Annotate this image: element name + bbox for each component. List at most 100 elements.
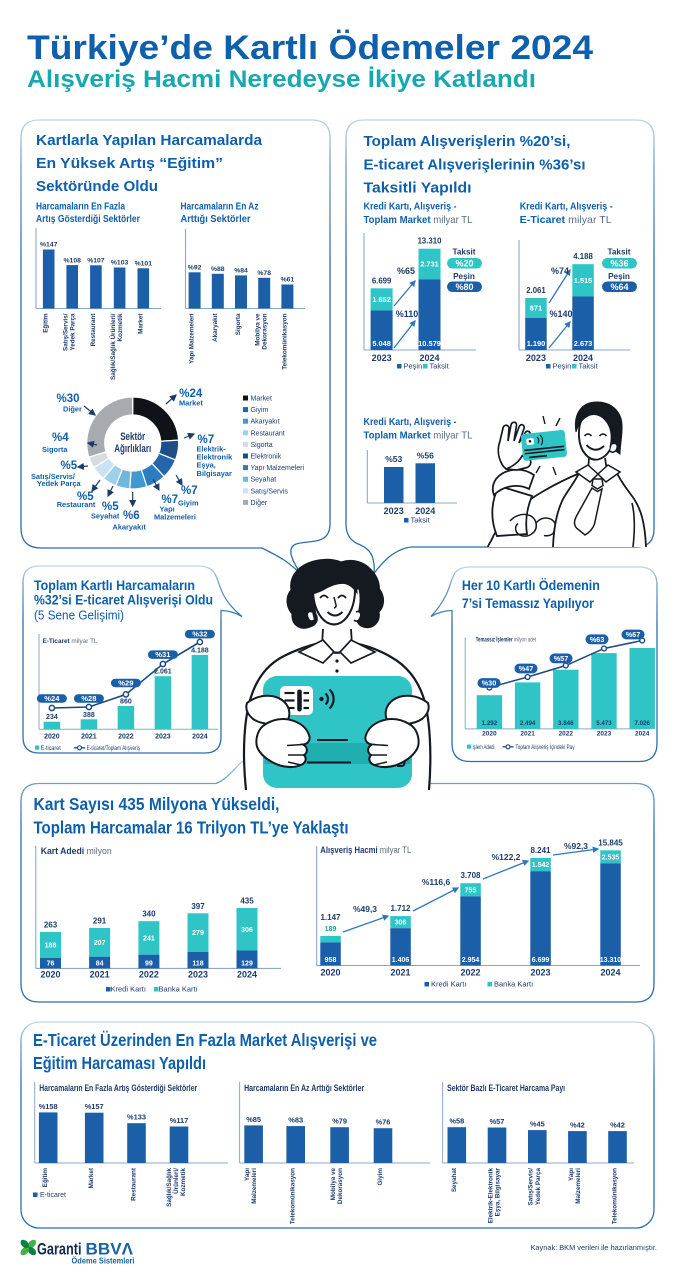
svg-text:Seyahat: Seyahat [91, 512, 120, 521]
svg-text:E-ticaret Alışverişlerinin %36: E-ticaret Alışverişlerinin %36’sı [364, 157, 586, 173]
svg-text:84: 84 [96, 960, 104, 967]
svg-text:%57: %57 [490, 1117, 505, 1126]
svg-text:Yedek Parça: Yedek Parça [535, 1168, 542, 1206]
svg-text:%20: %20 [455, 259, 473, 269]
svg-text:%58: %58 [449, 1117, 464, 1126]
svg-text:Banka Kartı: Banka Kartı [159, 985, 198, 994]
svg-text:2023: 2023 [372, 353, 392, 363]
svg-text:2021: 2021 [90, 970, 110, 980]
svg-text:Market: Market [179, 399, 203, 408]
svg-text:Taksit: Taksit [430, 362, 450, 371]
svg-text:1.515: 1.515 [574, 276, 593, 285]
svg-text:%7: %7 [198, 434, 215, 446]
svg-text:Harcamaların En Fazla Artış Gö: Harcamaların En Fazla Artış Gösterdiği S… [39, 1083, 197, 1093]
svg-text:Market: Market [137, 313, 144, 334]
svg-text:2024: 2024 [415, 506, 435, 516]
svg-text:%49,3: %49,3 [353, 904, 377, 914]
svg-text:1.712: 1.712 [390, 904, 411, 913]
svg-text:%5: %5 [77, 491, 94, 503]
svg-text:Peşin: Peşin [608, 272, 630, 281]
svg-text:Market: Market [88, 1167, 95, 1188]
svg-text:1.190: 1.190 [527, 339, 546, 348]
svg-text:3.846: 3.846 [558, 720, 574, 727]
svg-text:%53: %53 [385, 454, 402, 464]
svg-text:%157: %157 [85, 1102, 104, 1111]
svg-text:2022: 2022 [118, 734, 134, 741]
svg-text:Harcamaların En Az: Harcamaların En Az [181, 201, 259, 213]
svg-text:%24: %24 [179, 388, 203, 400]
svg-text:6.699: 6.699 [532, 957, 550, 964]
svg-text:(5 Sene Gelişimi): (5 Sene Gelişimi) [34, 607, 124, 622]
svg-text:1.652: 1.652 [372, 295, 391, 304]
svg-text:6.699: 6.699 [372, 276, 392, 285]
svg-text:1.292: 1.292 [482, 720, 498, 727]
svg-text:%7: %7 [181, 485, 198, 497]
svg-text:Ürünleri/: Ürünleri/ [171, 1168, 180, 1194]
svg-text:Satış/Servis: Satış/Servis [251, 488, 289, 495]
svg-text:Telekomünikasyon: Telekomünikasyon [290, 1168, 297, 1224]
svg-text:%7: %7 [162, 494, 179, 506]
svg-text:%57: %57 [554, 654, 569, 663]
svg-text:189: 189 [325, 926, 337, 933]
svg-text:Sektör Bazlı E-Ticaret Harcama: Sektör Bazlı E-Ticaret Harcama Payı [447, 1083, 565, 1093]
svg-text:279: 279 [192, 930, 204, 937]
svg-text:958: 958 [325, 957, 337, 964]
svg-text:%122,2: %122,2 [492, 852, 521, 862]
svg-text:Harcamaların En Fazla: Harcamaların En Fazla [36, 201, 125, 213]
svg-text:Elektronik: Elektronik [197, 453, 234, 462]
svg-text:%5: %5 [102, 501, 119, 513]
svg-text:2021: 2021 [520, 731, 535, 738]
svg-text:Elektrik-Elektronik: Elektrik-Elektronik [487, 1168, 494, 1224]
svg-text:Peşin: Peşin [453, 272, 475, 281]
svg-text:2024: 2024 [573, 353, 593, 363]
svg-text:2.494: 2.494 [520, 720, 536, 727]
svg-text:%32: %32 [192, 630, 207, 639]
svg-text:Toplam Kartlı Harcamaların: Toplam Kartlı Harcamaların [34, 578, 195, 593]
svg-text:Sigorta: Sigorta [42, 445, 68, 454]
svg-text:%117: %117 [170, 1116, 189, 1125]
svg-text:Sektöründe Oldu: Sektöründe Oldu [36, 179, 158, 195]
svg-text:Toplam Harcamalar 16 Trilyon T: Toplam Harcamalar 16 Trilyon TL’ye Yakla… [34, 818, 349, 838]
svg-text:%78: %78 [257, 270, 271, 277]
svg-text:Sigorta: Sigorta [251, 442, 273, 449]
svg-text:%110: %110 [396, 309, 419, 319]
svg-text:388: 388 [83, 712, 95, 719]
svg-text:Alışveriş Hacmi Neredeyse İkiy: Alışveriş Hacmi Neredeyse İkiye Katlandı [27, 66, 536, 93]
svg-text:Toplam Alışverişlerin %20’si,: Toplam Alışverişlerin %20’si, [364, 134, 571, 150]
svg-text:Telekomünikasyon: Telekomünikasyon [281, 313, 288, 369]
svg-text:%108: %108 [64, 257, 82, 264]
svg-text:397: 397 [191, 902, 205, 911]
svg-text:%28: %28 [81, 694, 96, 703]
svg-text:2024: 2024 [419, 353, 439, 363]
svg-text:%63: %63 [590, 635, 605, 644]
svg-text:E-Ticaret milyar TL: E-Ticaret milyar TL [520, 214, 612, 226]
svg-text:Sigorta: Sigorta [235, 313, 242, 335]
svg-text:Taksitli Yapıldı: Taksitli Yapıldı [364, 181, 472, 197]
svg-text:Ödeme Sistemleri: Ödeme Sistemleri [72, 1256, 135, 1266]
svg-text:Kozmetik: Kozmetik [117, 313, 124, 341]
svg-text:%4: %4 [52, 432, 69, 444]
svg-text:%45: %45 [530, 1120, 545, 1129]
svg-text:Alışveriş Hacmi milyar TL: Alışveriş Hacmi milyar TL [320, 845, 411, 855]
svg-text:755: 755 [465, 887, 477, 894]
svg-text:Harcamaların En Az Arttığı Sek: Harcamaların En Az Arttığı Sektörler [244, 1083, 364, 1093]
svg-text:Elektronik: Elektronik [251, 454, 282, 461]
svg-text:4.188: 4.188 [573, 252, 593, 261]
svg-text:2021: 2021 [390, 968, 410, 978]
svg-text:Kaynak: BKM verileri ile hazır: Kaynak: BKM verileri ile hazırlanmıştır. [530, 1243, 657, 1252]
svg-text:13.310: 13.310 [418, 237, 443, 246]
svg-text:860: 860 [120, 698, 132, 705]
svg-text:%64: %64 [610, 282, 628, 292]
svg-text:Satış/Servis/: Satış/Servis/ [31, 472, 75, 481]
svg-text:Arttığı Sektörler: Arttığı Sektörler [181, 213, 251, 225]
svg-text:%36: %36 [610, 259, 628, 269]
svg-text:Mobilya ve: Mobilya ve [255, 313, 262, 346]
svg-text:Akaryakıt: Akaryakıt [251, 419, 280, 426]
svg-text:%103: %103 [111, 260, 129, 267]
svg-text:Ağırlıkları: Ağırlıkları [114, 443, 151, 455]
svg-text:99: 99 [145, 960, 153, 967]
svg-text:%107: %107 [87, 258, 105, 265]
svg-text:Kredi Kartı, Alışveriş -: Kredi Kartı, Alışveriş - [364, 201, 457, 213]
svg-text:3.708: 3.708 [460, 871, 481, 880]
svg-text:Toplam Market milyar TL: Toplam Market milyar TL [364, 214, 473, 226]
